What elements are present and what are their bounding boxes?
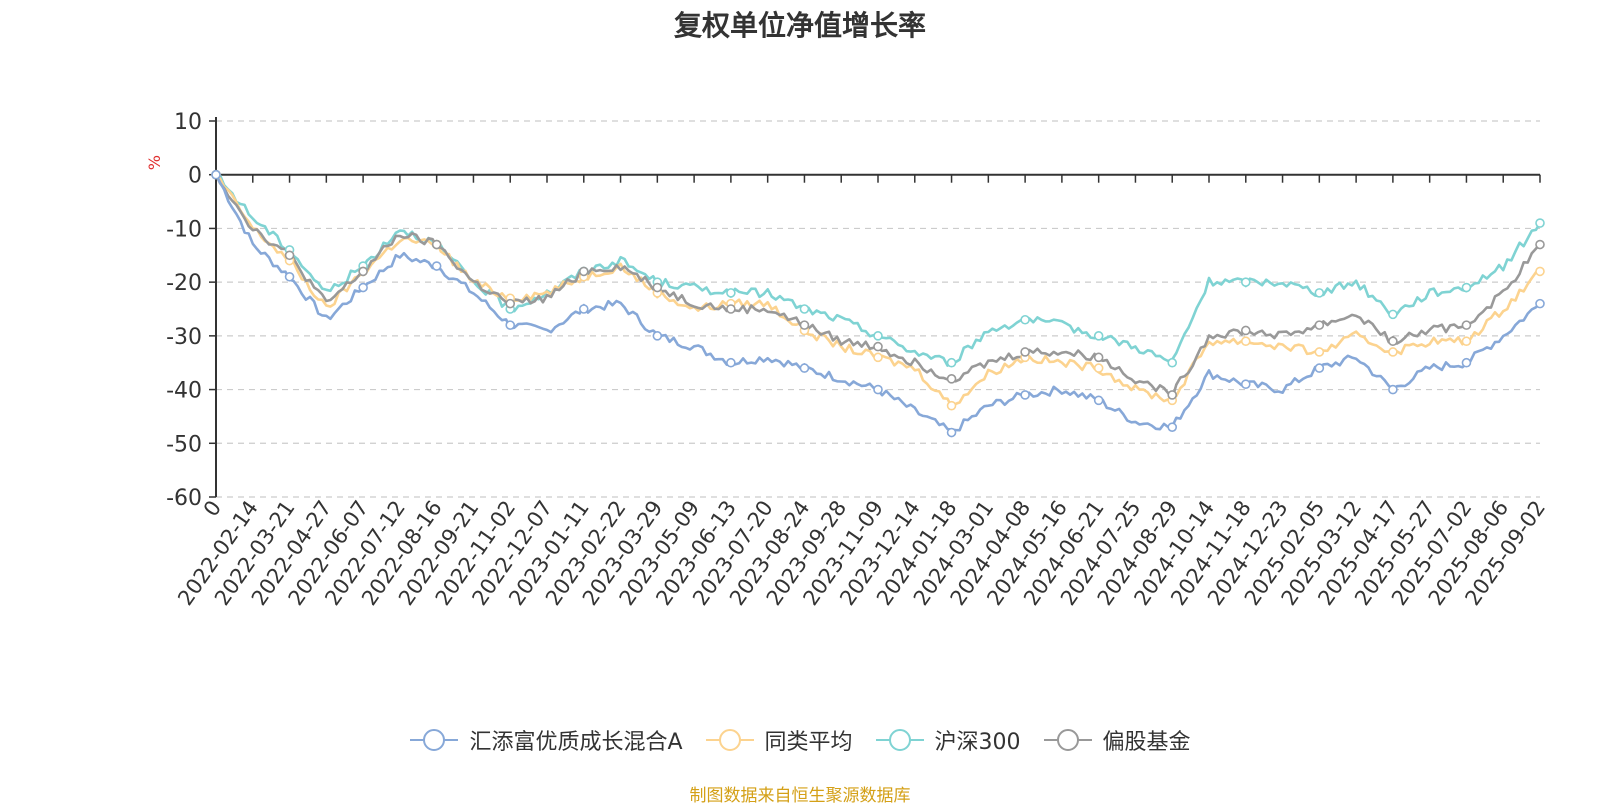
legend-label: 偏股基金	[1102, 730, 1191, 755]
legend-label: 同类平均	[764, 730, 853, 755]
data-point	[211, 169, 221, 180]
data-point	[1461, 357, 1472, 368]
data-point	[946, 374, 957, 384]
data-point	[431, 261, 442, 271]
data-point	[1093, 352, 1104, 363]
data-point	[284, 250, 295, 261]
data-point	[726, 304, 736, 314]
data-point	[652, 331, 663, 341]
chart-legend: 汇添富优质成长混合A 同类平均 沪深300 偏股基金	[0, 720, 1600, 760]
data-point	[799, 304, 810, 314]
data-point	[1167, 357, 1178, 368]
data-point	[1535, 239, 1545, 250]
data-point	[1167, 390, 1178, 400]
data-point	[726, 357, 736, 368]
data-point	[873, 384, 883, 395]
data-point	[873, 341, 883, 352]
data-point	[578, 304, 589, 314]
data-point	[946, 400, 957, 411]
data-point	[873, 352, 883, 363]
data-point	[726, 288, 736, 298]
data-point	[1167, 422, 1178, 432]
legend-line-marker-icon	[410, 729, 459, 751]
data-point	[505, 320, 516, 330]
y-tick-label: -40	[166, 379, 202, 404]
data-point	[799, 320, 810, 330]
y-tick-label: -10	[166, 217, 202, 242]
data-point	[1314, 320, 1325, 330]
legend-item[interactable]: 汇添富优质成长混合A	[409, 724, 683, 756]
chart-title: 复权单位净值增长率	[673, 9, 926, 42]
y-tick-label: 0	[188, 164, 202, 189]
data-point	[1093, 331, 1104, 341]
x-tick-label: 0	[199, 496, 226, 521]
legend-line-marker-icon	[705, 729, 754, 751]
data-point	[1020, 314, 1030, 325]
data-point	[799, 363, 810, 373]
legend-item[interactable]: 沪深300	[875, 724, 1021, 756]
y-tick-label: 10	[174, 110, 202, 135]
data-point	[284, 271, 295, 282]
data-point	[1388, 336, 1398, 347]
data-point	[1240, 325, 1251, 336]
data-point	[1461, 282, 1472, 293]
data-source-footer: 制图数据来自恒生聚源数据库	[689, 786, 911, 806]
data-point	[1093, 395, 1104, 406]
y-axis-unit-label: %	[145, 155, 164, 170]
data-point	[1535, 218, 1545, 228]
data-point	[946, 427, 957, 438]
data-point	[1314, 347, 1325, 357]
legend-line-marker-icon	[1043, 729, 1092, 751]
series-line-1	[215, 173, 1541, 409]
data-point	[358, 282, 368, 293]
legend-label: 沪深300	[934, 730, 1021, 755]
data-point	[1020, 347, 1030, 357]
data-point	[1388, 309, 1398, 320]
data-point	[1388, 384, 1398, 395]
data-point	[652, 282, 663, 293]
data-point	[358, 266, 368, 277]
y-tick-label: -50	[166, 432, 202, 457]
data-point	[1314, 288, 1325, 298]
data-point	[578, 266, 589, 277]
data-point	[1093, 363, 1104, 373]
data-point	[1314, 363, 1325, 373]
data-point	[1240, 277, 1251, 287]
y-tick-label: -60	[166, 486, 202, 511]
data-point	[873, 331, 883, 341]
data-point	[1535, 298, 1545, 309]
line-chart: 100-10-20-30-40-50-60%02022-02-142022-03…	[145, 110, 1550, 610]
legend-label: 汇添富优质成长混合A	[469, 730, 683, 755]
y-tick-label: -30	[166, 325, 202, 350]
legend-line-marker-icon	[875, 729, 924, 751]
data-point	[1240, 336, 1251, 347]
data-point	[431, 239, 442, 250]
legend-item[interactable]: 偏股基金	[1043, 724, 1191, 756]
data-point	[1461, 336, 1472, 347]
y-tick-label: -20	[166, 271, 202, 296]
data-point	[946, 357, 957, 368]
legend-item[interactable]: 同类平均	[705, 724, 853, 756]
data-point	[1535, 266, 1545, 277]
data-point	[1461, 320, 1472, 330]
data-point	[1240, 379, 1251, 390]
data-point	[505, 298, 516, 309]
data-point	[1388, 347, 1398, 357]
data-point	[1020, 390, 1030, 400]
